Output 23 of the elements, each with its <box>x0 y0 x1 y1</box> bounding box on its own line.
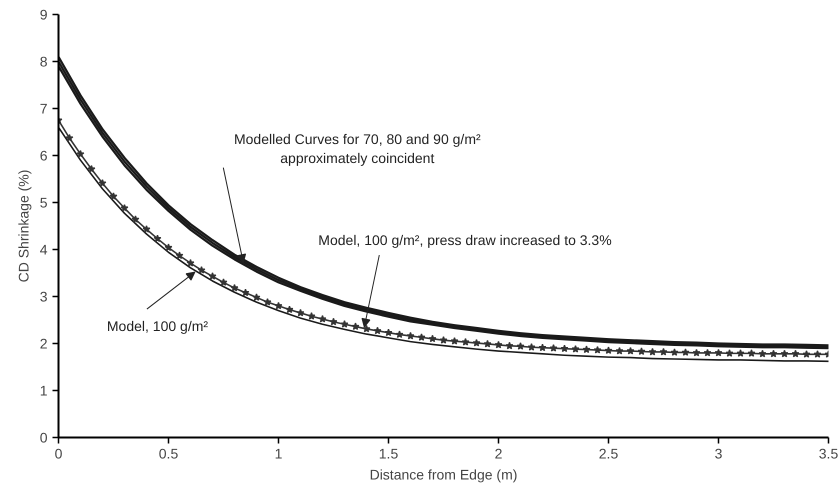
annotation: Model, 100 g/m² <box>106 318 208 334</box>
y-tick-label: 1 <box>40 382 48 398</box>
y-tick-label: 8 <box>40 54 48 70</box>
y-tick-label: 5 <box>40 194 48 210</box>
x-tick-label: 1 <box>274 446 283 462</box>
x-axis-title: Distance from Edge (m) <box>370 466 518 482</box>
x-tick-label: 3.5 <box>818 446 838 462</box>
x-tick-label: 1.5 <box>378 446 398 462</box>
y-tick-label: 9 <box>40 6 48 22</box>
y-tick-label: 2 <box>40 336 48 352</box>
annotation: Model, 100 g/m², press draw increased to 3.3% <box>318 232 612 248</box>
y-tick-label: 0 <box>40 430 48 446</box>
y-tick-label: 7 <box>40 100 48 116</box>
x-tick-label: 2 <box>494 446 503 462</box>
x-tick-label: 3 <box>714 446 723 462</box>
x-tick-label: 2.5 <box>598 446 618 462</box>
y-axis-title: CD Shrinkage (%) <box>16 170 32 282</box>
x-tick-label: 0.5 <box>158 446 178 462</box>
y-tick-label: 4 <box>40 242 48 258</box>
x-tick-label: 0 <box>54 446 63 462</box>
y-tick-label: 6 <box>40 148 48 164</box>
y-tick-label: 3 <box>40 288 48 304</box>
annotation: Modelled Curves for 70, 80 and 90 g/m² approximately coincident <box>234 131 481 166</box>
